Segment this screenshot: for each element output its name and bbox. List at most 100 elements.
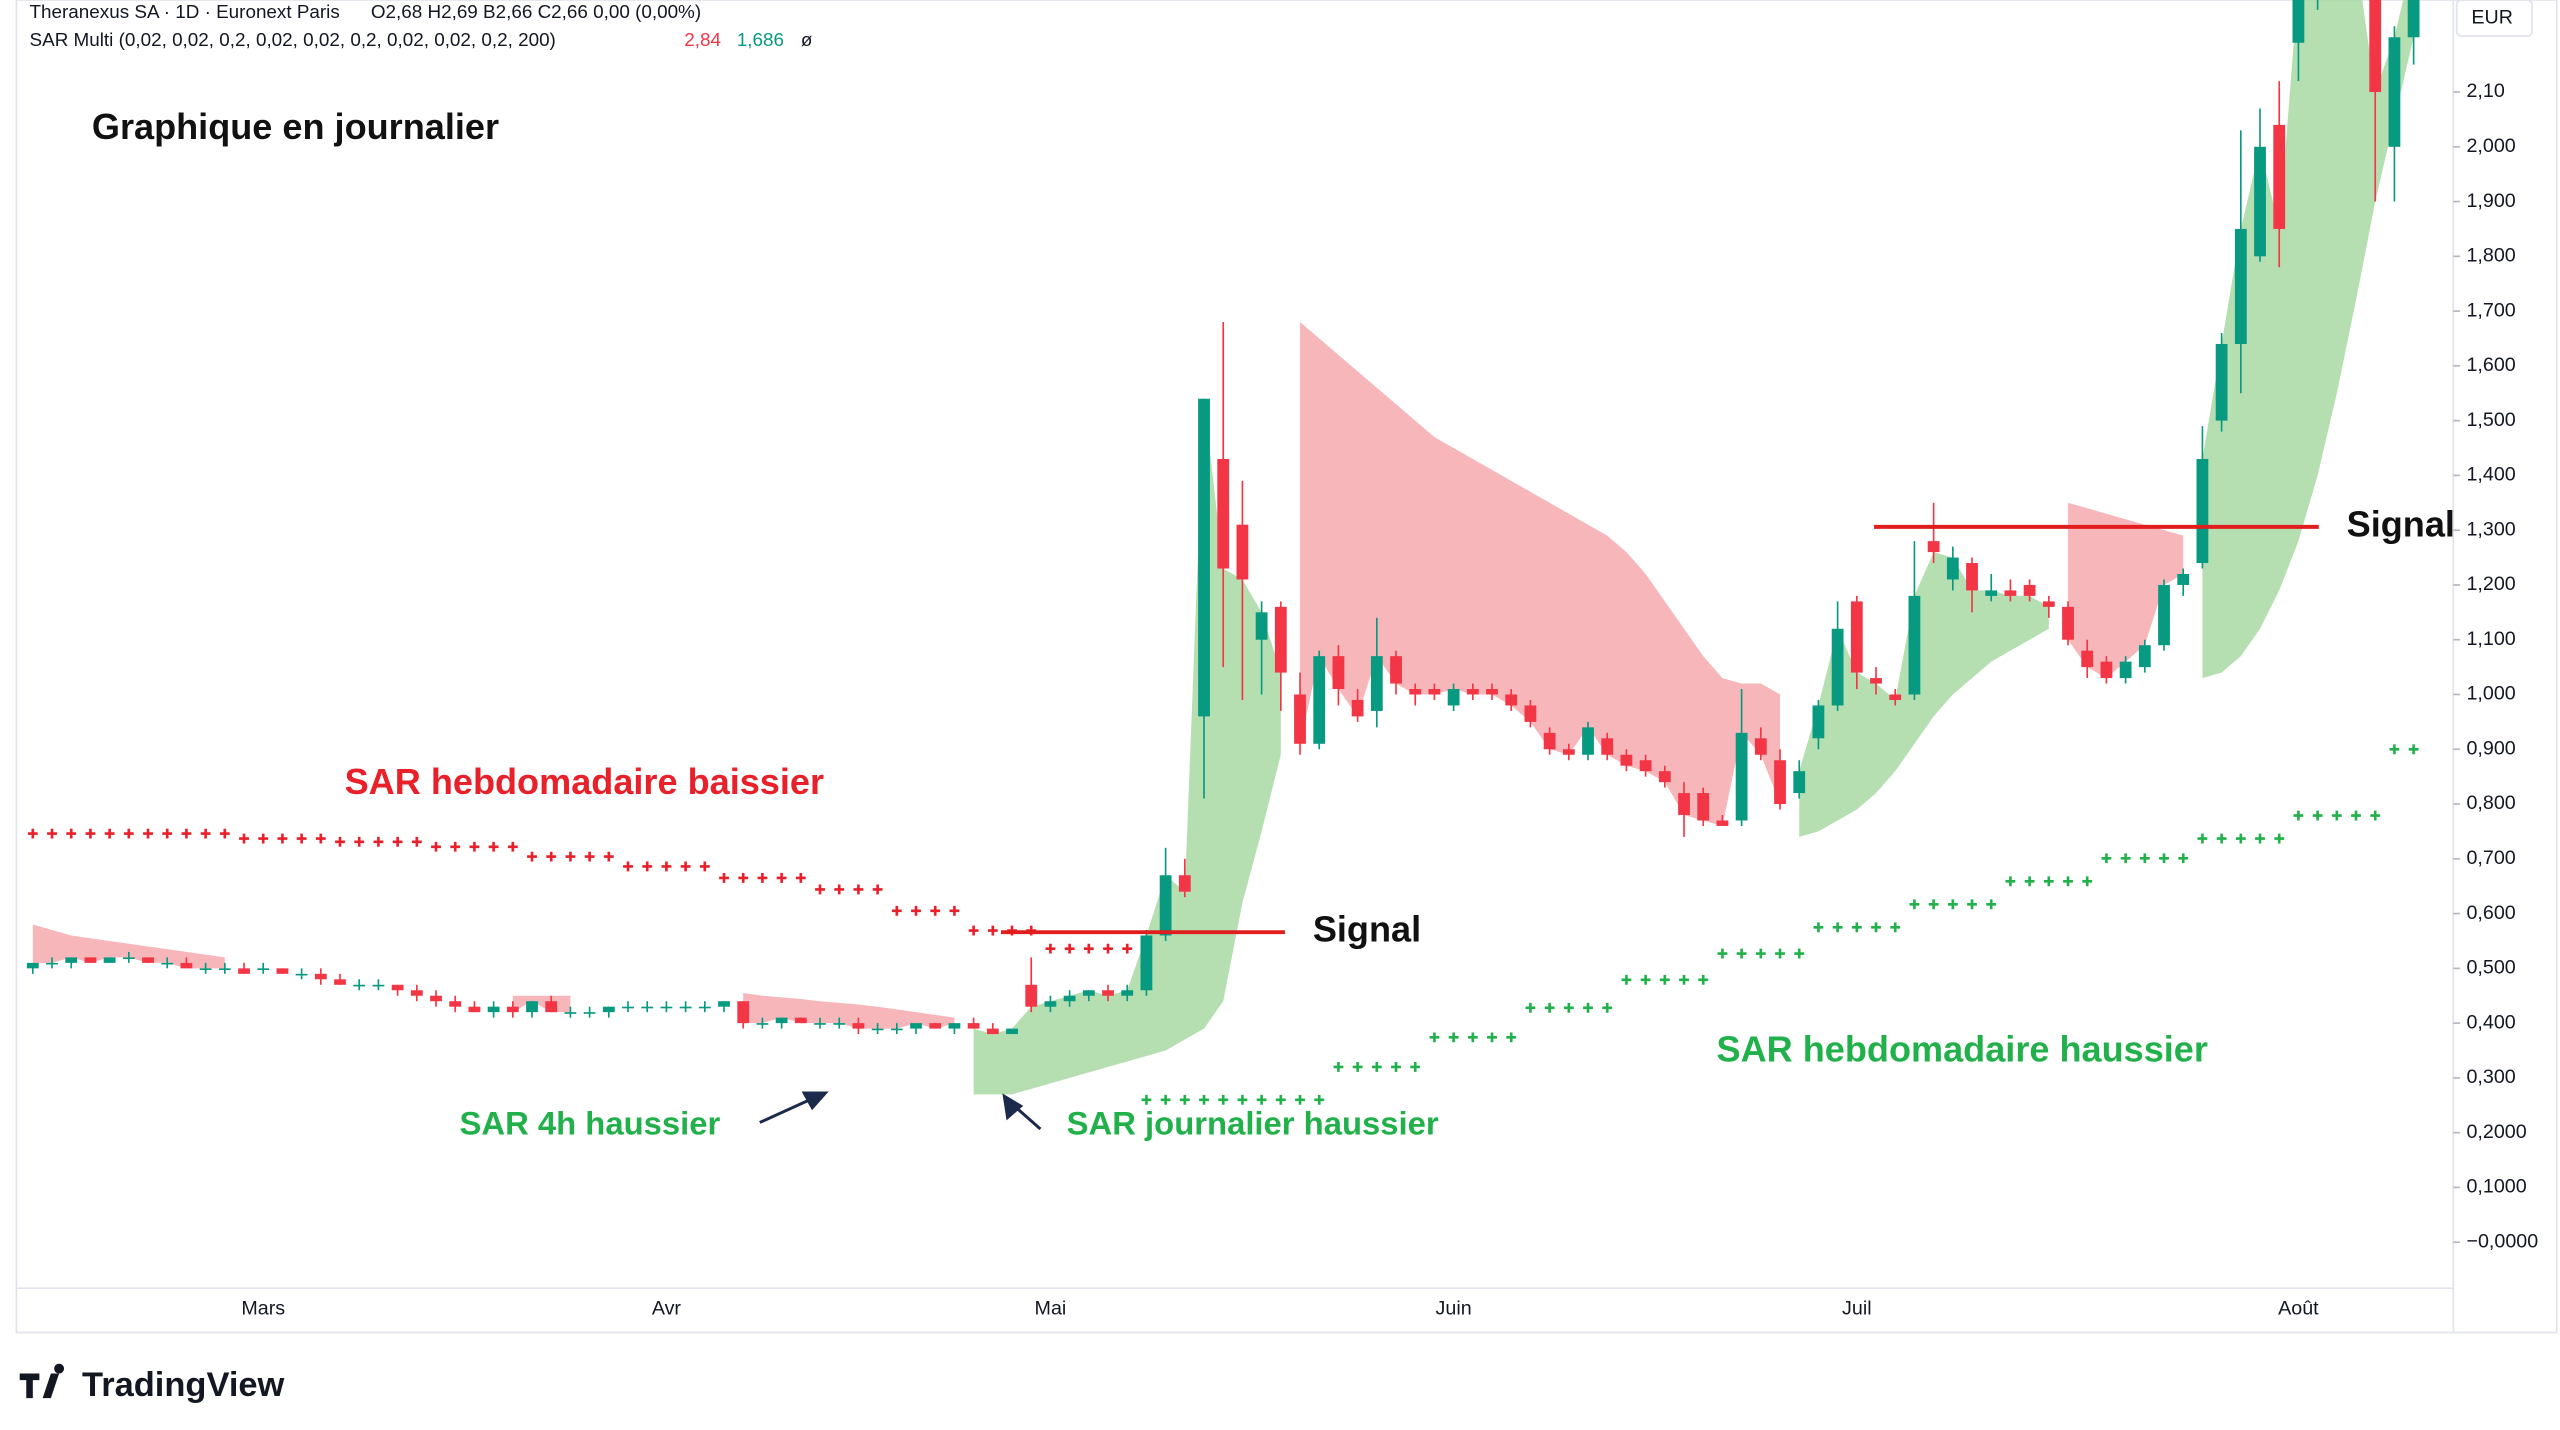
y-tick-label: 1,700 xyxy=(2466,299,2515,321)
weekly-sar-point xyxy=(2389,744,2400,755)
candle-body xyxy=(737,1001,750,1024)
currency[interactable]: EUR xyxy=(2471,6,2513,28)
candle-body xyxy=(986,1028,999,1035)
weekly-sar-point xyxy=(815,884,825,895)
weekly-sar-point xyxy=(642,861,653,872)
candle-body xyxy=(1639,760,1652,772)
candle-body xyxy=(122,957,135,960)
weekly-sar-point xyxy=(680,861,691,872)
candle-body xyxy=(1927,541,1940,553)
weekly-sar-point xyxy=(2235,833,2246,844)
weekly-sar-point xyxy=(1391,1062,1401,1072)
weekly-sar-point xyxy=(1506,1032,1517,1043)
weekly-sar-point xyxy=(699,861,710,872)
weekly-sar-point xyxy=(1621,974,1632,985)
weekly-sar-point xyxy=(2178,853,2189,864)
candle-body xyxy=(142,957,154,963)
weekly-sar-point xyxy=(565,851,576,862)
candle-body xyxy=(410,990,423,996)
weekly-sar-point xyxy=(27,828,38,839)
weekly-sar-point xyxy=(776,873,787,883)
weekly-sar-point xyxy=(1352,1062,1363,1072)
weekly-sar-point xyxy=(2331,810,2342,821)
y-tick-label: 0,800 xyxy=(2466,792,2515,814)
weekly-sar-point xyxy=(1218,1094,1229,1105)
arrow-head xyxy=(801,1091,829,1111)
candle-body xyxy=(1274,606,1287,673)
currency-box[interactable] xyxy=(2455,0,2533,37)
weekly-sar-point xyxy=(603,851,614,862)
x-tick-label: Juin xyxy=(1436,1298,1472,1320)
weekly-sar-point xyxy=(277,833,288,844)
candle-body xyxy=(487,1006,500,1013)
weekly-sar-point xyxy=(1602,1002,1613,1013)
weekly-sar-point xyxy=(2043,876,2054,887)
symbol: Theranexus SA · 1D · Euronext Paris xyxy=(30,1,340,22)
weekly-sar-point xyxy=(200,828,211,839)
y-tick-label: 1,200 xyxy=(2466,573,2515,595)
weekly-sar-point xyxy=(987,925,998,936)
daily-sar-fill xyxy=(1799,552,2049,837)
candle-body xyxy=(583,1012,596,1014)
candle-body xyxy=(1025,984,1038,1007)
x-tick-label: Juil xyxy=(1842,1298,1872,1320)
y-tick-label: 1,400 xyxy=(2466,464,2515,486)
candle-body xyxy=(794,1017,807,1024)
candle-body xyxy=(430,995,442,1002)
weekly-sar-point xyxy=(2197,833,2208,844)
candle-body xyxy=(1198,398,1210,717)
weekly-sar-point xyxy=(1429,1032,1440,1043)
weekly-sar-point xyxy=(1314,1094,1325,1105)
candle-body xyxy=(929,1023,942,1029)
candle-body xyxy=(756,1023,769,1025)
candle-body xyxy=(468,1006,481,1013)
y-tick-label: 1,000 xyxy=(2466,683,2515,705)
weekly-sar-point xyxy=(623,861,633,872)
weekly-sar-point xyxy=(1909,899,1920,910)
y-tick-label: 1,800 xyxy=(2466,245,2515,267)
weekly-sar-point xyxy=(373,836,384,847)
y-tick-label: 2,10 xyxy=(2466,80,2504,102)
weekly-sar-point xyxy=(853,884,864,895)
indicator-value: 2,84 xyxy=(684,29,721,50)
weekly-sar-point xyxy=(1275,1094,1286,1105)
axes: 2,10 2,000 1,900 1,800 1,700 1,600 1,500 1,400 1… xyxy=(241,80,2538,1320)
candle-body xyxy=(1082,990,1095,996)
y-tick-label: 1,100 xyxy=(2466,628,2515,650)
weekly-sar-point xyxy=(123,828,134,839)
weekly-sar-point xyxy=(1813,922,1824,933)
candle-body xyxy=(84,957,97,963)
weekly-sar-point xyxy=(1755,948,1766,959)
weekly-sar-point xyxy=(1083,943,1094,954)
weekly-sar-point xyxy=(2216,833,2227,844)
candle-body xyxy=(1908,595,1921,695)
weekly-sar-point xyxy=(1179,1094,1190,1105)
weekly-sar-point xyxy=(104,828,115,839)
annotation: SAR hebdomadaire haussier xyxy=(1717,1028,2208,1069)
y-tick-label: 0,2000 xyxy=(2466,1121,2526,1143)
weekly-sar-point xyxy=(1199,1094,1209,1105)
candle-body xyxy=(1217,458,1230,569)
weekly-sar-point xyxy=(450,841,461,852)
candle-body xyxy=(2158,584,2170,646)
weekly-sar-point xyxy=(2159,853,2169,864)
indicator: SAR Multi (0,02, 0,02, 0,2, 0,02, 0,02, … xyxy=(30,29,556,50)
weekly-sar-point xyxy=(757,873,768,883)
weekly-sar-point xyxy=(335,836,345,847)
weekly-sar-point xyxy=(2351,810,2361,821)
y-tick-label: 0,500 xyxy=(2466,957,2515,979)
x-tick-label: Avr xyxy=(652,1298,682,1320)
candle-body xyxy=(1466,689,1479,695)
candle-body xyxy=(314,973,327,980)
candle-body xyxy=(526,1001,538,1013)
weekly-sar-point xyxy=(1410,1062,1421,1072)
candle-body xyxy=(1543,732,1556,750)
weekly-sar-point xyxy=(1775,948,1785,959)
annotation: Graphique en journalier xyxy=(92,106,499,147)
weekly-sar-point xyxy=(1160,1094,1171,1105)
ohlc: O2,68 H2,69 B2,66 C2,66 0,00 (0,00%) xyxy=(371,1,701,22)
weekly-sar-point xyxy=(661,861,672,872)
weekly-sar-point xyxy=(1448,1032,1459,1043)
weekly-sar-point xyxy=(258,833,269,844)
